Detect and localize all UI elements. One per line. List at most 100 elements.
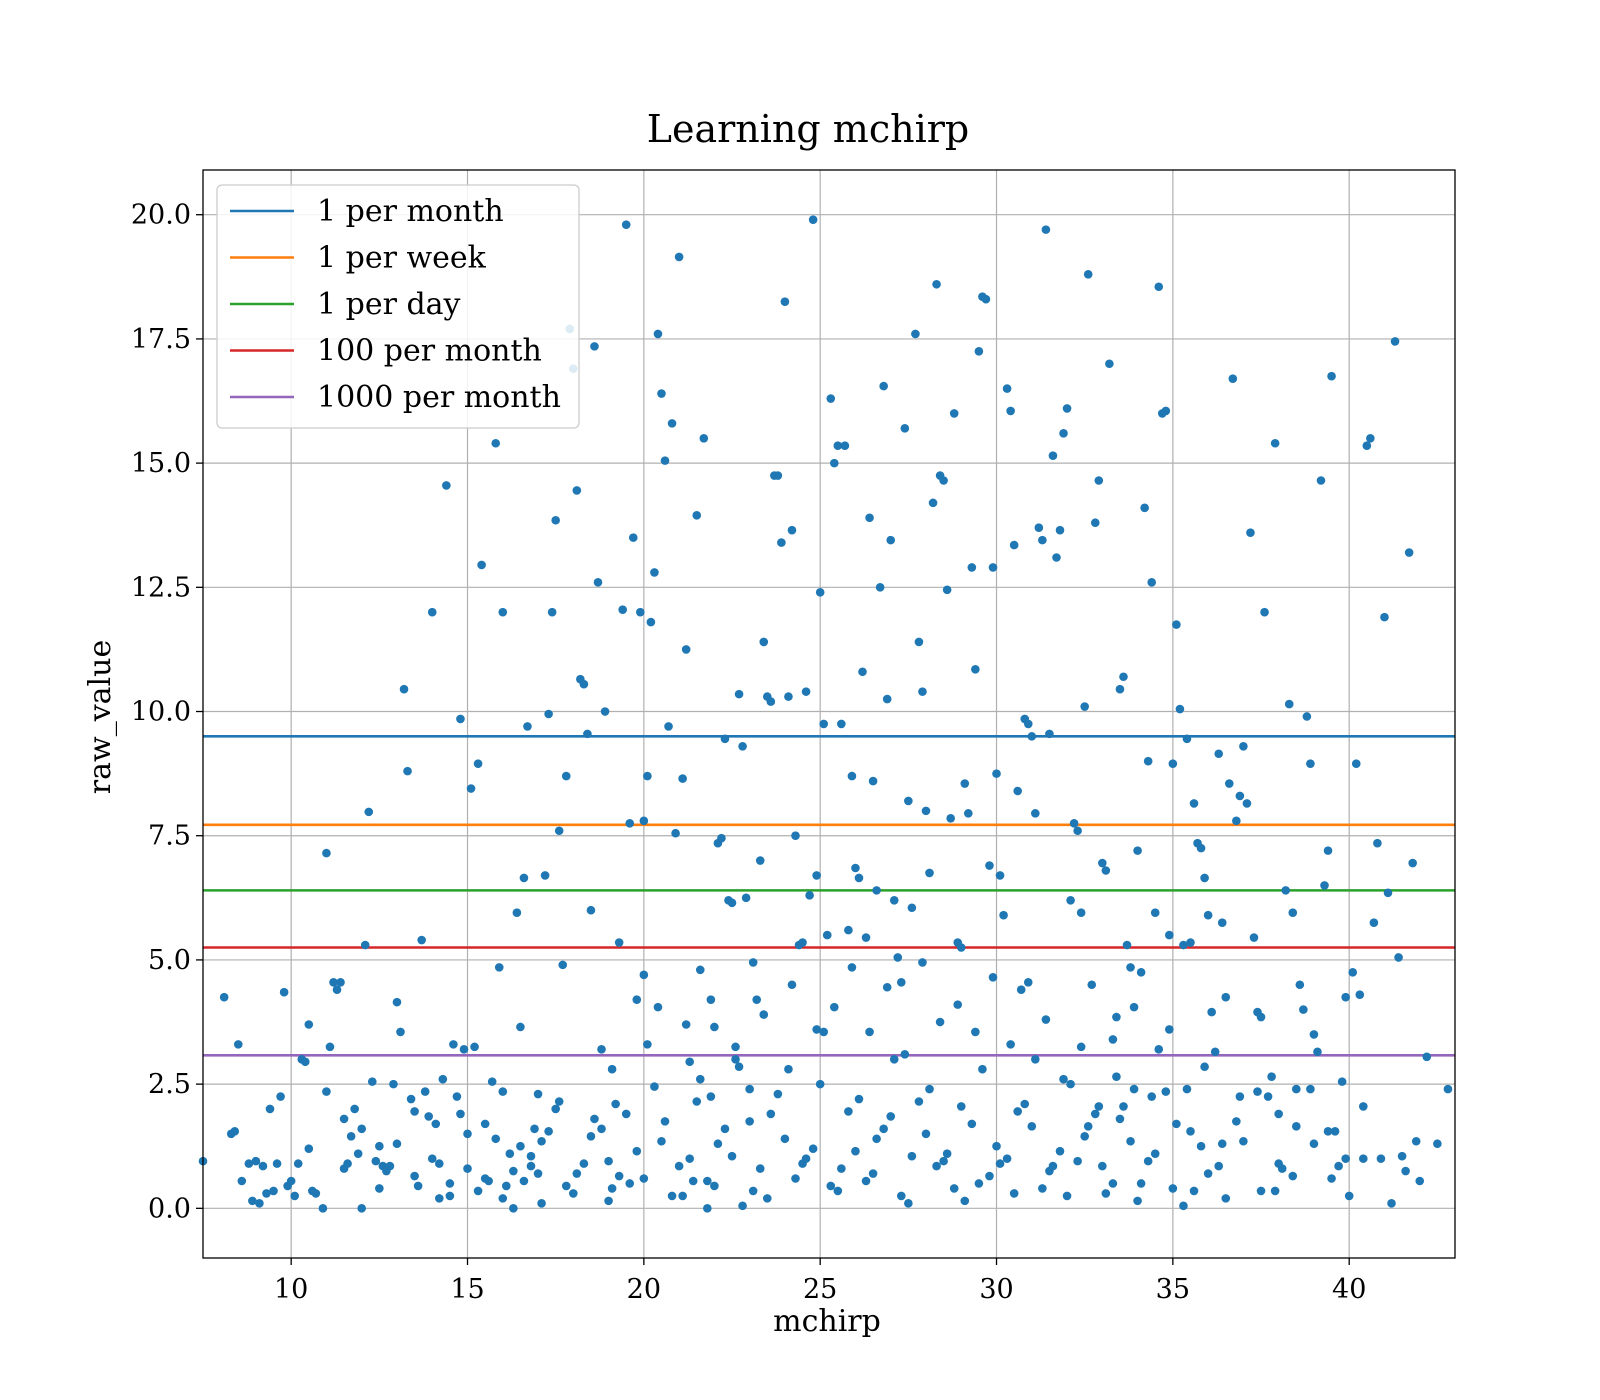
data-point [505,1149,515,1158]
data-point [1168,759,1178,768]
data-point [258,1161,268,1171]
data-point [981,294,991,304]
x-tick-label: 40 [1332,1274,1366,1305]
data-point [992,1141,1001,1151]
data-point [710,1181,719,1191]
data-point [1274,1109,1283,1119]
data-point [868,1169,878,1178]
data-point [597,1124,606,1134]
data-point [625,818,635,828]
data-point [949,409,959,418]
data-point [949,1184,959,1193]
x-axis-label: mchirp [773,1304,881,1339]
data-point [1087,980,1097,990]
data-point [667,1191,677,1201]
data-point [1009,1189,1019,1198]
data-point [1062,404,1072,413]
data-point [1136,1179,1146,1188]
data-point [519,1176,529,1186]
data-point [932,1161,941,1171]
data-point [1090,518,1100,528]
data-point [1090,1109,1100,1119]
data-point [1055,1146,1065,1156]
data-point [971,664,980,674]
data-point [896,977,906,987]
data-point [1080,702,1089,711]
data-point [558,960,568,970]
data-point [985,1171,994,1181]
data-point [618,605,627,614]
legend-label: 1 per week [317,241,487,276]
data-point [1323,846,1333,855]
data-point [551,1104,560,1114]
data-point [544,709,553,719]
data-point [456,1109,465,1119]
data-point [921,1129,931,1139]
data-point [357,1124,367,1134]
data-point [858,667,867,677]
data-point [1172,1119,1181,1129]
data-point [819,719,829,729]
y-tick-label: 5.0 [148,945,191,976]
data-point [293,1159,303,1168]
data-point [1031,1054,1040,1064]
data-point [621,220,631,229]
y-tick-label: 12.5 [131,572,191,603]
data-point [646,617,656,627]
data-point [1291,1122,1301,1131]
data-point [1052,553,1061,562]
data-point [762,1194,772,1203]
data-point [974,1179,984,1188]
data-point [801,687,811,696]
data-point [1119,1102,1128,1111]
data-point [1284,699,1294,709]
data-point [1136,968,1146,977]
data-point [1214,749,1224,759]
data-point [1224,779,1234,788]
data-point [854,1094,864,1104]
data-point [1013,1107,1022,1116]
data-point [600,707,610,716]
data-point [498,607,508,617]
legend-label: 1 per day [317,287,461,322]
data-point [1351,759,1361,768]
data-point [1083,270,1093,279]
data-point [1411,1136,1421,1146]
data-point [1359,1102,1368,1111]
data-point [530,1124,539,1134]
data-point [1260,607,1269,617]
data-point [1263,1092,1273,1101]
data-point [604,1156,613,1166]
data-point [1094,1102,1104,1111]
data-point [1115,684,1125,694]
data-point [829,1002,839,1012]
data-point [399,684,409,694]
data-point [590,1114,599,1124]
data-point [1161,406,1171,416]
data-point [219,992,229,1002]
data-point [523,722,532,731]
data-point [657,1136,666,1146]
data-point [364,807,374,817]
data-point [699,433,709,443]
data-point [745,1117,754,1126]
data-point [1214,1161,1224,1171]
data-point [413,1181,423,1191]
data-point [392,1139,402,1149]
data-point [685,1154,694,1163]
data-point [244,1159,254,1168]
data-point [1323,1127,1333,1136]
data-point [279,987,289,997]
data-point [1186,1127,1195,1136]
data-point [692,510,702,520]
data-point [886,1112,896,1121]
data-point [269,1186,278,1196]
data-point [995,1159,1005,1168]
data-point [1288,1171,1298,1181]
data-point [921,806,931,816]
data-point [1270,1186,1280,1196]
data-point [706,1092,716,1101]
grid-lines [203,170,1455,1258]
data-point [935,1017,945,1027]
data-point [695,1074,705,1084]
